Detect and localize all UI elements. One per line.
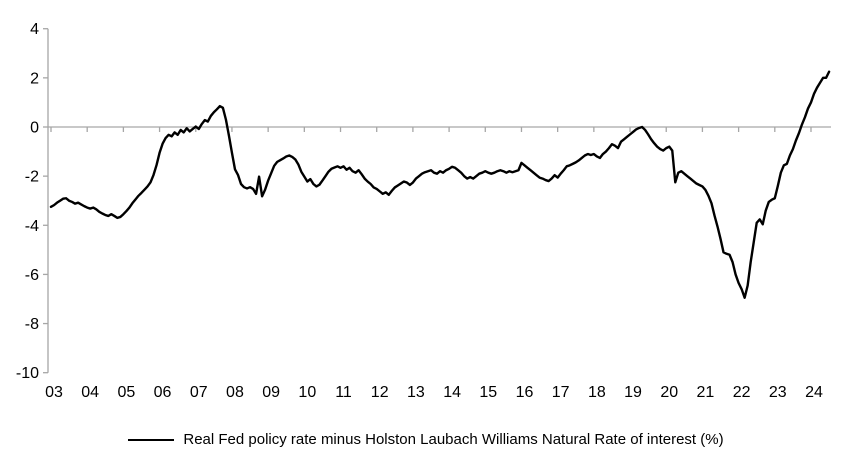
y-tick-label: -6 xyxy=(25,267,39,284)
x-tick-label: 05 xyxy=(117,384,135,401)
x-tick-label: 18 xyxy=(588,384,606,401)
x-axis-labels: 03 04 05 06 07 08 09 10 11 12 13 14 15 16 17 18 19 20 21 22… xyxy=(45,384,823,401)
y-tick-label: -10 xyxy=(16,365,39,382)
x-tick-label: 12 xyxy=(371,384,389,401)
x-tick-label: 07 xyxy=(190,384,208,401)
x-tick-label: 15 xyxy=(479,384,497,401)
y-tick-label: 4 xyxy=(30,21,39,38)
x-tick-label: 03 xyxy=(45,384,63,401)
y-tick-label: -4 xyxy=(25,218,39,235)
x-tick-label: 17 xyxy=(552,384,570,401)
y-axis-labels: 4 2 0 -2 -4 -6 -8 -10 xyxy=(16,21,39,382)
x-tick-label: 06 xyxy=(154,384,172,401)
x-tick-label: 16 xyxy=(516,384,534,401)
y-tick-label: -8 xyxy=(25,316,39,333)
x-tick-label: 24 xyxy=(805,384,823,401)
x-tick-label: 08 xyxy=(226,384,244,401)
y-tick-label: 0 xyxy=(30,120,39,137)
axes xyxy=(43,28,831,374)
legend: Real Fed policy rate minus Holston Lauba… xyxy=(0,431,852,448)
x-tick-label: 13 xyxy=(407,384,425,401)
series-line xyxy=(49,70,831,299)
legend-line-sample xyxy=(128,438,175,441)
x-tick-label: 19 xyxy=(624,384,642,401)
x-tick-label: 09 xyxy=(262,384,280,401)
x-tick-label: 10 xyxy=(298,384,316,401)
x-tick-label: 11 xyxy=(335,384,352,401)
x-tick-label: 23 xyxy=(769,384,787,401)
x-tick-label: 04 xyxy=(81,384,99,401)
legend-label: Real Fed policy rate minus Holston Lauba… xyxy=(183,431,724,448)
x-tick-label: 20 xyxy=(660,384,678,401)
x-tick-label: 21 xyxy=(697,384,715,401)
x-tick-label: 22 xyxy=(733,384,751,401)
x-tick-label: 14 xyxy=(443,384,461,401)
y-tick-label: -2 xyxy=(25,169,39,186)
y-tick-label: 2 xyxy=(30,70,39,87)
